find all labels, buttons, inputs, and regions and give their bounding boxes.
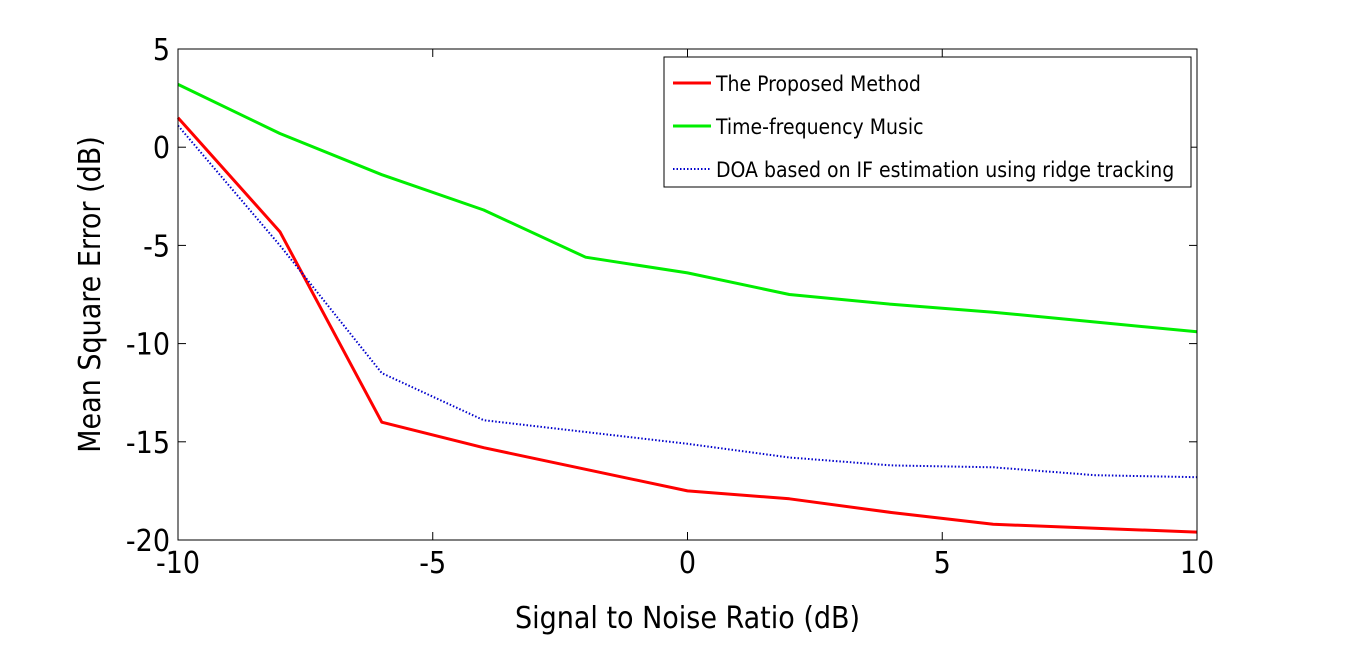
series-layer [176, 83, 1198, 534]
legend-label-1: The Proposed Method [715, 72, 921, 96]
y-tick-label: 0 [153, 131, 170, 166]
y-axis-label: Mean Square Error (dB) [73, 136, 108, 453]
legend: The Proposed Method Time-frequency Music D… [663, 56, 1192, 188]
axis-ticks: -10 -5 0 5 10 -20 -15 -10 -5 0 5 [126, 33, 1214, 581]
x-tick-label: -10 [156, 546, 200, 581]
series-line-1 [176, 116, 1198, 534]
legend-label-2: Time-frequency Music [715, 115, 923, 139]
x-tick-label: 10 [1180, 546, 1214, 581]
legend-box [663, 56, 1192, 188]
x-axis-label: Signal to Noise Ratio (dB) [515, 601, 860, 636]
x-tick-label: -5 [419, 546, 446, 581]
legend-label-3: DOA based on IF estimation using ridge t… [716, 158, 1174, 182]
series-line-3 [177, 124, 1198, 479]
y-tick-label: -5 [143, 229, 170, 264]
y-tick-label: -20 [126, 524, 170, 559]
series-line-2 [177, 83, 1198, 334]
y-tick-label: -10 [126, 328, 170, 363]
y-tick-label: -15 [126, 426, 170, 461]
y-tick-label: 5 [153, 33, 170, 68]
x-tick-label: 5 [934, 546, 951, 581]
x-tick-label: 0 [679, 546, 696, 581]
